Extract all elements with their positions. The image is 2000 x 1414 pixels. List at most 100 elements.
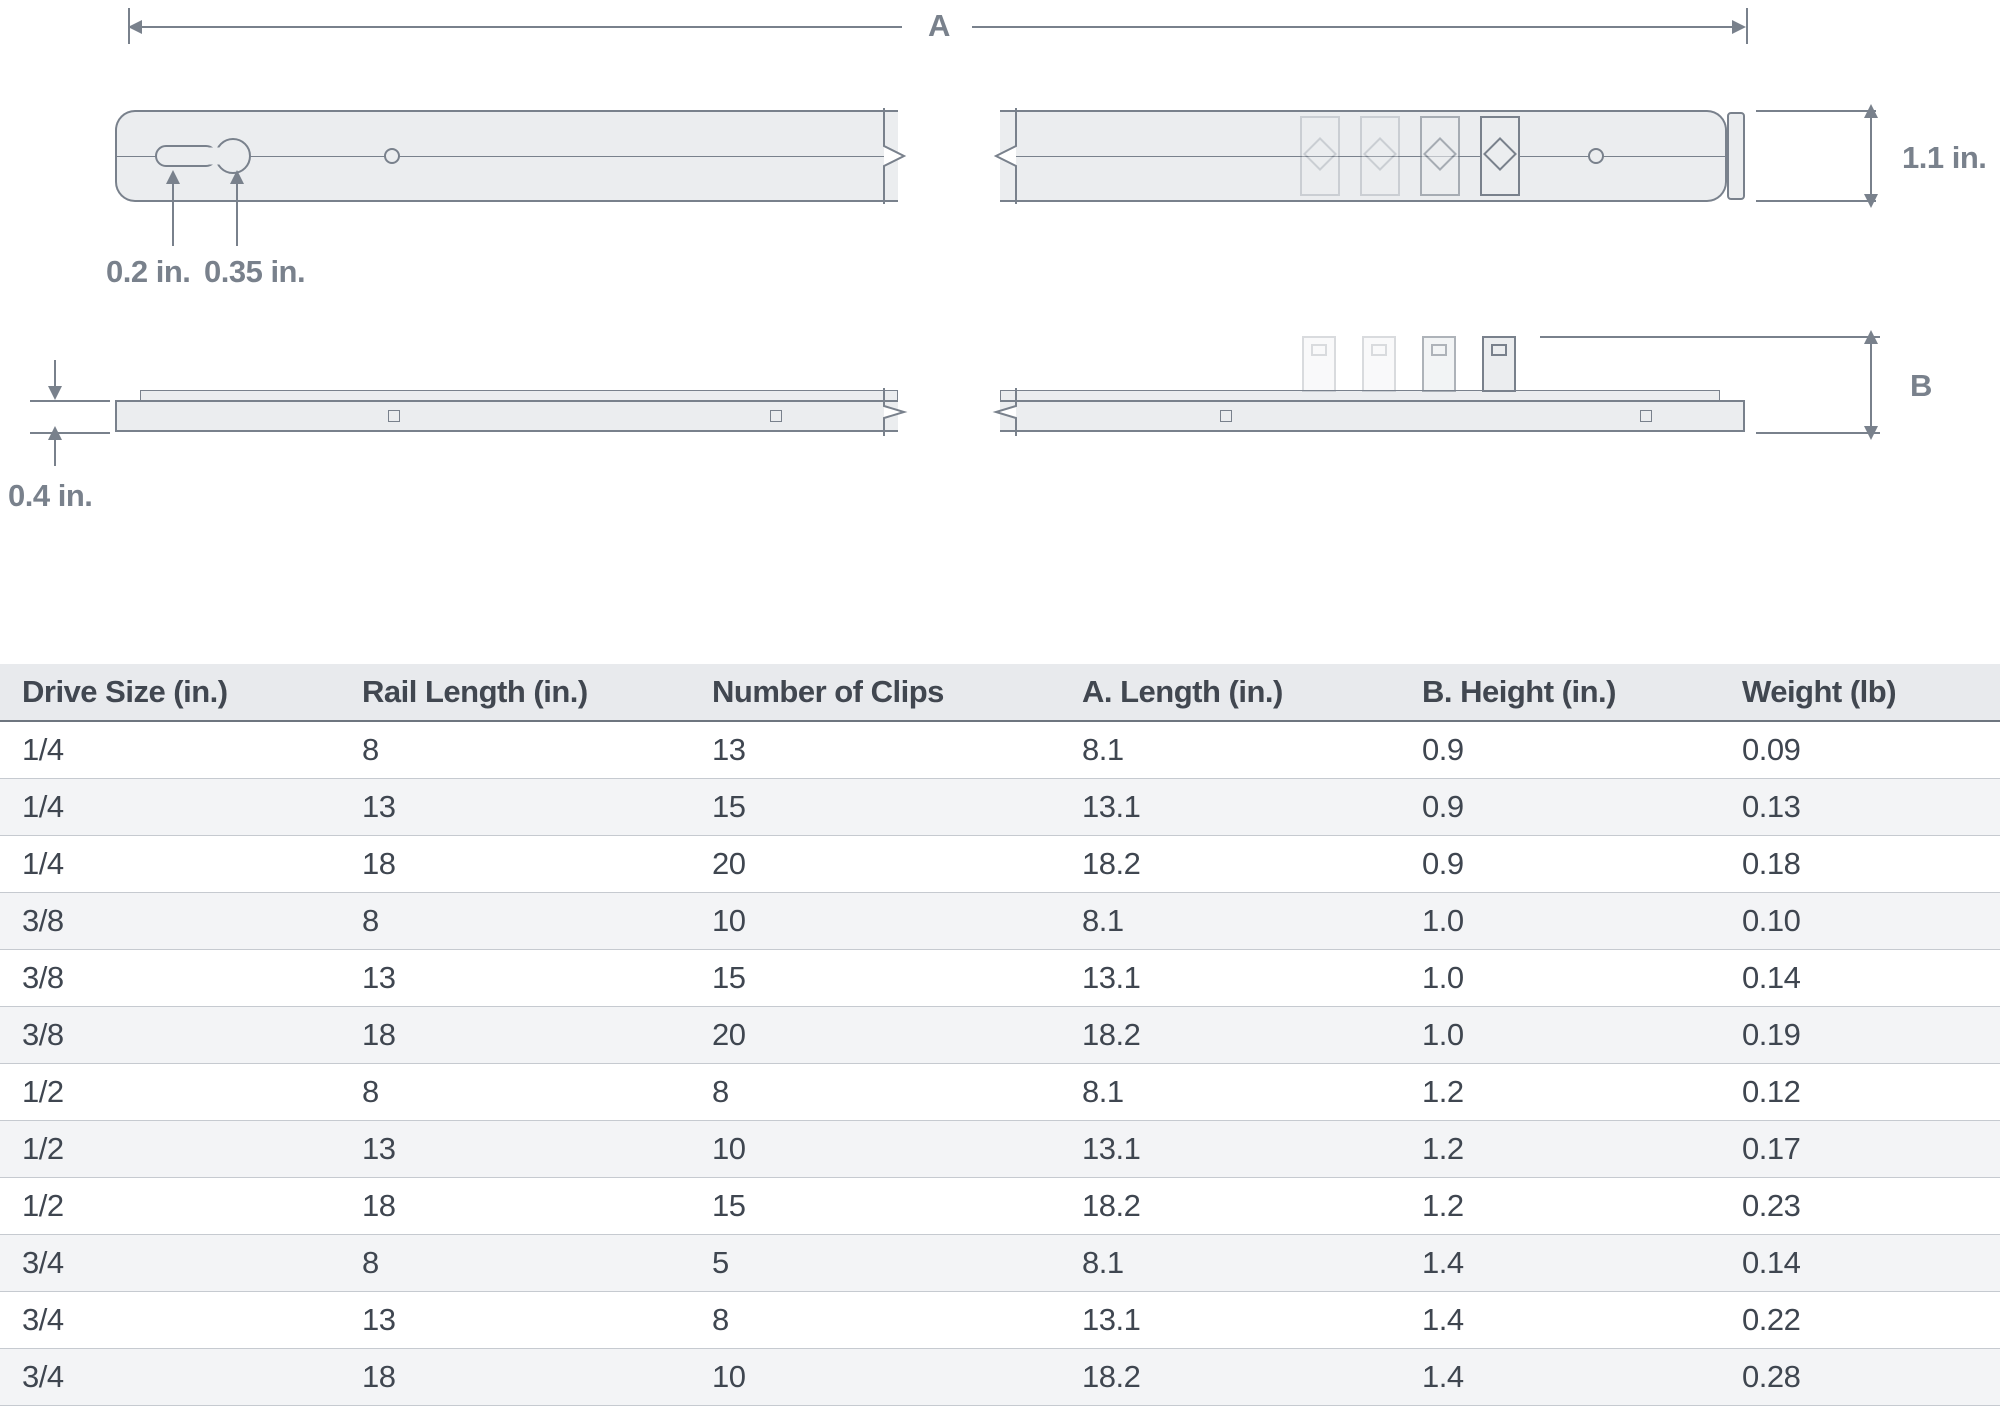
table-cell: 1/2	[0, 1121, 340, 1178]
table-cell: 13	[340, 950, 690, 1007]
table-cell: 0.17	[1720, 1121, 2000, 1178]
table-cell: 15	[690, 1178, 1060, 1235]
dim-t-tick-top	[30, 400, 110, 402]
table-row: 1/48138.10.90.09	[0, 721, 2000, 779]
table-row: 3/8182018.21.00.19	[0, 1007, 2000, 1064]
table-row: 1/2888.11.20.12	[0, 1064, 2000, 1121]
table-cell: 0.23	[1720, 1178, 2000, 1235]
table-cell: 1.2	[1400, 1178, 1720, 1235]
table-cell: 0.18	[1720, 836, 2000, 893]
table-row: 3/4181018.21.40.28	[0, 1349, 2000, 1406]
table-cell: 18.2	[1060, 1349, 1400, 1406]
arrow-up-icon	[230, 170, 244, 184]
table-cell: 8.1	[1060, 721, 1400, 779]
rail-side-flange-right	[1000, 390, 1720, 400]
table-row: 3/4858.11.40.14	[0, 1235, 2000, 1292]
table-cell: 13	[690, 721, 1060, 779]
clip-side	[1422, 336, 1456, 392]
table-cell: 8.1	[1060, 1064, 1400, 1121]
rail-side-flange-left	[140, 390, 898, 400]
dim-b-tick-bot	[1756, 432, 1880, 434]
table-cell: 3/4	[0, 1292, 340, 1349]
clip-side	[1482, 336, 1516, 392]
table-cell: 3/8	[0, 893, 340, 950]
table-cell: 0.9	[1400, 721, 1720, 779]
clip-notch	[1371, 344, 1387, 356]
table-cell: 0.10	[1720, 893, 2000, 950]
col-weight: Weight (lb)	[1720, 664, 2000, 721]
table-row: 1/2181518.21.20.23	[0, 1178, 2000, 1235]
dim-t-line-bot	[54, 436, 56, 466]
col-num-clips: Number of Clips	[690, 664, 1060, 721]
side-hole-1	[388, 410, 400, 422]
rail-end-cap	[1727, 112, 1745, 200]
clip-side	[1302, 336, 1336, 392]
clip-top	[1360, 116, 1400, 196]
table-cell: 1/4	[0, 779, 340, 836]
arrow-right-icon	[1732, 20, 1746, 34]
technical-diagram: A 1.1 in.	[0, 0, 2000, 600]
arrow-up-icon	[1864, 330, 1878, 344]
table-cell: 18.2	[1060, 1007, 1400, 1064]
table-cell: 0.14	[1720, 1235, 2000, 1292]
table-cell: 3/8	[0, 1007, 340, 1064]
dim-h-tick-top	[1756, 110, 1876, 112]
clip-top	[1420, 116, 1460, 196]
dim-height-label: 1.1 in.	[1902, 140, 1986, 176]
table-cell: 1/4	[0, 836, 340, 893]
arrow-up-icon	[48, 426, 62, 440]
dim-a-tick-right	[1746, 8, 1748, 44]
table-cell: 13.1	[1060, 950, 1400, 1007]
table-cell: 1.2	[1400, 1121, 1720, 1178]
clip-notch	[1491, 344, 1507, 356]
table-cell: 1.4	[1400, 1235, 1720, 1292]
table-row: 3/413813.11.40.22	[0, 1292, 2000, 1349]
clip-drive-icon	[1363, 137, 1397, 171]
table-cell: 18	[340, 1007, 690, 1064]
arrow-up-icon	[166, 170, 180, 184]
arrow-down-icon	[1864, 194, 1878, 208]
dim-a-line-left	[134, 26, 902, 28]
table-cell: 0.19	[1720, 1007, 2000, 1064]
dim-t-tick-bot	[30, 432, 110, 434]
table-cell: 15	[690, 950, 1060, 1007]
table-cell: 1.4	[1400, 1292, 1720, 1349]
arrow-left-icon	[128, 20, 142, 34]
table-row: 3/88108.11.00.10	[0, 893, 2000, 950]
table-cell: 13.1	[1060, 1292, 1400, 1349]
dim-a-line-right	[972, 26, 1740, 28]
table-cell: 20	[690, 836, 1060, 893]
table-cell: 3/8	[0, 950, 340, 1007]
table-cell: 8	[340, 1235, 690, 1292]
table-cell: 18	[340, 836, 690, 893]
table-cell: 1/2	[0, 1064, 340, 1121]
dim-h-tick-bot	[1756, 200, 1876, 202]
table-cell: 8	[340, 721, 690, 779]
break-mark-bot-left	[880, 388, 916, 436]
break-mark-bot-right	[984, 388, 1020, 436]
table-cell: 13.1	[1060, 779, 1400, 836]
dim-h-line	[1870, 114, 1872, 198]
table-cell: 1/4	[0, 721, 340, 779]
slot-small-label: 0.2 in.	[106, 254, 190, 290]
table-cell: 0.9	[1400, 779, 1720, 836]
table-cell: 18	[340, 1349, 690, 1406]
table-cell: 10	[690, 1121, 1060, 1178]
table-cell: 13	[340, 1292, 690, 1349]
dim-thickness-label: 0.4 in.	[8, 478, 92, 514]
slot-leader-2	[236, 176, 238, 246]
dim-b-tick-top	[1540, 336, 1880, 338]
dim-a-label: A	[928, 8, 950, 44]
table-cell: 1.0	[1400, 950, 1720, 1007]
table-cell: 8	[340, 893, 690, 950]
table-cell: 1.0	[1400, 1007, 1720, 1064]
table-cell: 8.1	[1060, 1235, 1400, 1292]
hole-right	[1588, 148, 1604, 164]
table-header: Drive Size (in.) Rail Length (in.) Numbe…	[0, 664, 2000, 721]
table-body: 1/48138.10.90.091/4131513.10.90.131/4182…	[0, 721, 2000, 1406]
slot-leader-1	[172, 176, 174, 246]
arrow-up-icon	[1864, 104, 1878, 118]
table-cell: 0.09	[1720, 721, 2000, 779]
dim-b-label: B	[1910, 368, 1932, 404]
table-cell: 0.12	[1720, 1064, 2000, 1121]
